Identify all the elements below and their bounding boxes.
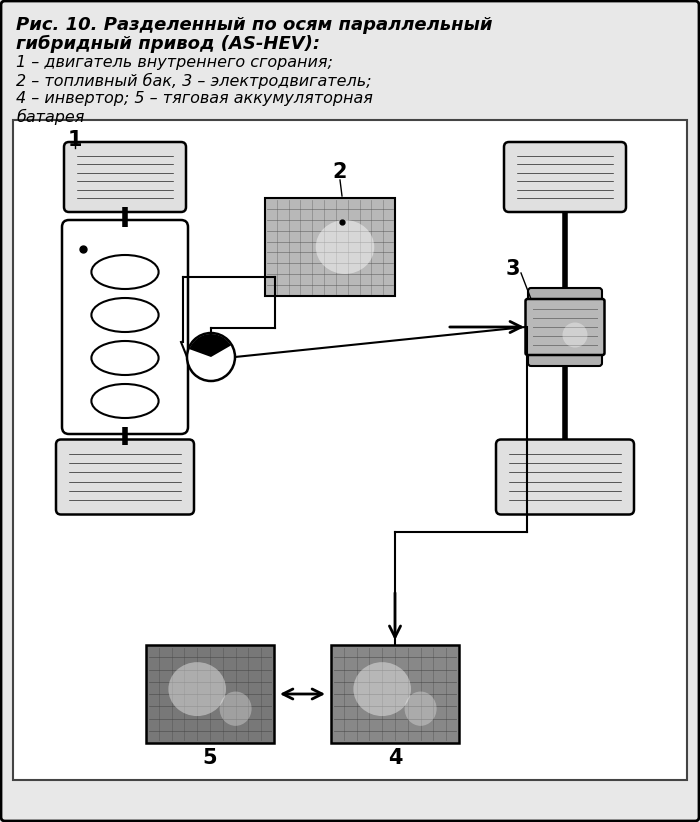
Ellipse shape	[92, 341, 159, 375]
Ellipse shape	[405, 691, 437, 726]
Text: батарея: батарея	[16, 109, 85, 125]
Ellipse shape	[92, 384, 159, 418]
FancyBboxPatch shape	[62, 220, 188, 434]
Text: гибридный привод (AS-HEV):: гибридный привод (AS-HEV):	[16, 35, 320, 53]
FancyBboxPatch shape	[13, 120, 687, 780]
FancyBboxPatch shape	[146, 645, 274, 743]
Text: 4 – инвертор; 5 – тяговая аккумуляторная: 4 – инвертор; 5 – тяговая аккумуляторная	[16, 91, 373, 106]
FancyBboxPatch shape	[504, 142, 626, 212]
FancyBboxPatch shape	[64, 142, 186, 212]
Ellipse shape	[220, 691, 251, 726]
Text: 2 – топливный бак, 3 – электродвигатель;: 2 – топливный бак, 3 – электродвигатель;	[16, 73, 372, 89]
Text: 5: 5	[203, 748, 217, 768]
Text: 1: 1	[68, 130, 83, 150]
FancyBboxPatch shape	[528, 288, 602, 308]
Ellipse shape	[92, 255, 159, 289]
FancyBboxPatch shape	[526, 299, 605, 355]
FancyBboxPatch shape	[56, 440, 194, 515]
Text: 1 – двигатель внутреннего сгорания;: 1 – двигатель внутреннего сгорания;	[16, 55, 333, 70]
Ellipse shape	[354, 663, 411, 716]
FancyBboxPatch shape	[496, 440, 634, 515]
Text: 3: 3	[505, 259, 520, 279]
Circle shape	[187, 333, 235, 381]
FancyBboxPatch shape	[528, 346, 602, 366]
Ellipse shape	[563, 322, 587, 348]
Wedge shape	[190, 334, 231, 357]
FancyBboxPatch shape	[331, 645, 459, 743]
FancyBboxPatch shape	[265, 198, 395, 296]
Text: Рис. 10. Разделенный по осям параллельный: Рис. 10. Разделенный по осям параллельны…	[16, 16, 493, 34]
Ellipse shape	[92, 298, 159, 332]
Text: 2: 2	[332, 162, 347, 182]
Ellipse shape	[169, 663, 226, 716]
Text: 4: 4	[388, 748, 402, 768]
Ellipse shape	[316, 220, 374, 274]
